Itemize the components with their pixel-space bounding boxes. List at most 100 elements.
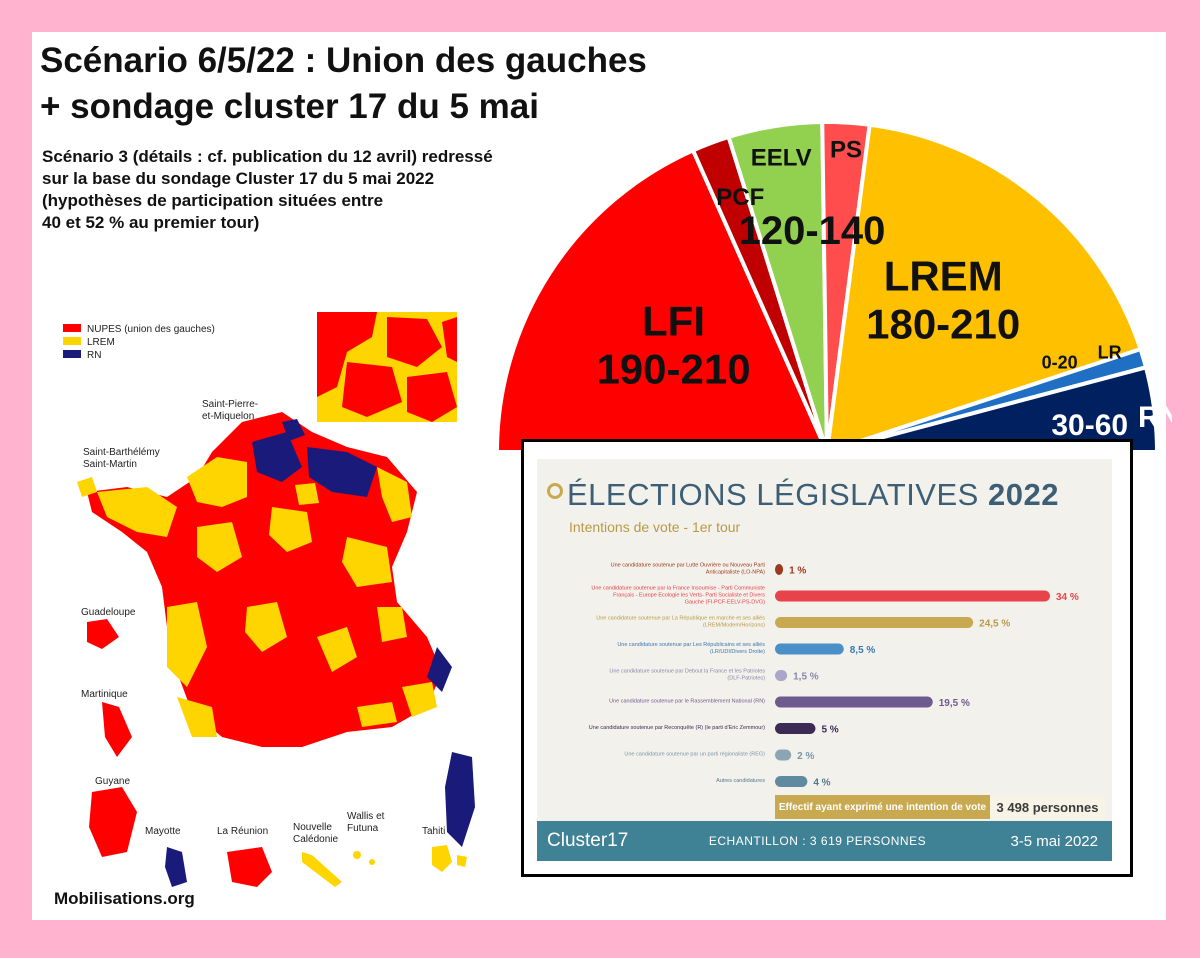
label-wallis-1: Wallis et — [347, 811, 385, 822]
poll-bar-value: 24,5 % — [979, 619, 1010, 630]
poll-bar-value: 4 % — [813, 778, 830, 789]
martinique-shape — [102, 702, 132, 757]
title-line-1: Scénario 6/5/22 : Union des gauches — [40, 41, 647, 80]
title-line-2: + sondage cluster 17 du 5 mai — [40, 87, 539, 126]
seat-range-lr: 0-20 — [1042, 353, 1078, 373]
poll-graphic: ÉLECTIONS LÉGISLATIVES 2022 Intentions d… — [537, 459, 1112, 861]
poll-category-label: (LREM/Modem/Horizons) — [703, 623, 765, 629]
effectif-value: 3 498 personnes — [990, 795, 1105, 819]
label-martinique: Martinique — [81, 689, 128, 700]
poll-bar — [775, 749, 792, 761]
poll-panel: ÉLECTIONS LÉGISLATIVES 2022 Intentions d… — [521, 439, 1133, 877]
hemicycle-slice-rn — [826, 364, 1160, 454]
poll-bar-value: 2 % — [797, 751, 814, 762]
saint-pierre-shape — [235, 425, 253, 452]
poll-subtitle: Intentions de vote - 1er tour — [569, 519, 741, 535]
poll-bar-value: 1,5 % — [793, 672, 819, 683]
effectif-label: Effectif ayant exprimé une intention de … — [778, 801, 987, 813]
poll-bar-value: 8,5 % — [850, 645, 876, 656]
label-mayotte: Mayotte — [145, 826, 181, 837]
subtitle-line: 40 et 52 % au premier tour) — [42, 213, 260, 232]
party-name-pcf: PCF — [716, 184, 764, 211]
poll-bar — [775, 776, 808, 787]
tahiti-shape — [432, 845, 452, 872]
paris-inset — [317, 312, 457, 422]
poll-bar — [775, 723, 816, 734]
seat-range-left-group: 120-140 — [739, 209, 886, 253]
legend-label-rn: RN — [87, 350, 101, 361]
party-name-lrem: LREM — [884, 253, 1003, 300]
poll-category-label: Une candidature soutenue par Les Républi… — [617, 642, 765, 648]
sample-size: ECHANTILLON : 3 619 PERSONNES — [708, 834, 927, 848]
label-guadeloupe: Guadeloupe — [81, 607, 136, 618]
party-name-ps: PS — [830, 136, 862, 163]
mayotte-shape — [165, 847, 187, 887]
footer-credit: Mobilisations.org — [54, 889, 195, 908]
label-saint-barth-2: Saint-Martin — [83, 459, 137, 470]
poll-category-label: Français - Europe Ecologie les Verts- Pa… — [613, 593, 765, 599]
legend-swatch-rn — [63, 350, 81, 358]
guadeloupe-shape — [87, 619, 119, 649]
subtitle-line: (hypothèses de participation situées ent… — [42, 191, 384, 210]
hemicycle-slice-lfi — [494, 147, 831, 454]
party-name-lfi: LFI — [642, 298, 705, 345]
poll-bar — [775, 590, 1050, 602]
poll-bar — [775, 696, 933, 708]
label-guyane: Guyane — [95, 776, 130, 787]
legend-label-lrem: LREM — [87, 337, 115, 348]
seat-range-rn: 30-60 — [1051, 409, 1128, 442]
label-wallis-2: Futuna — [347, 823, 379, 834]
seat-range-lfi: 190-210 — [596, 346, 750, 393]
poll-bar — [775, 643, 844, 655]
subtitle-line: Scénario 3 (détails : cf. publication du… — [42, 147, 493, 166]
overseas-territories: Saint-Pierre- et-Miquelon Saint-Barthélé… — [77, 399, 467, 887]
label-nouvelle-caledonie-2: Calédonie — [293, 834, 338, 845]
poll-category-label: Une candidature soutenue par un parti ré… — [624, 752, 765, 758]
poll-bar-value: 1 % — [789, 566, 806, 577]
poll-footer: Cluster17 ECHANTILLON : 3 619 PERSONNES … — [537, 821, 1112, 861]
poll-title-year: 2022 — [987, 477, 1059, 512]
guyane-shape — [89, 787, 137, 857]
poll-category-label: (LR/UDI/Divers Droite) — [710, 649, 765, 655]
poll-category-label: Une candidature soutenue par La Républiq… — [596, 616, 765, 622]
label-nouvelle-caledonie-1: Nouvelle — [293, 822, 332, 833]
label-saint-pierre-1: Saint-Pierre- — [202, 399, 258, 410]
legend-swatch-nupes — [63, 324, 81, 332]
mainland-france — [87, 412, 475, 847]
poll-category-label: Autres candidatures — [716, 778, 765, 784]
subtitle-line: sur la base du sondage Cluster 17 du 5 m… — [42, 169, 435, 188]
france-map: NUPES (union des gauches) LREM RN — [63, 312, 475, 887]
poll-bar-value: 5 % — [821, 725, 838, 736]
legend-label-nupes: NUPES (union des gauches) — [87, 324, 215, 335]
infographic: Scénario 6/5/22 : Union des gauches + so… — [32, 32, 1172, 920]
poll-bar — [775, 617, 974, 628]
reunion-shape — [227, 847, 272, 887]
poll-category-label: (DLF-Patriotes) — [727, 676, 765, 682]
label-tahiti: Tahiti — [422, 826, 445, 837]
poll-title-text: ÉLECTIONS LÉGISLATIVES — [567, 477, 979, 512]
poll-category-label: Une candidature soutenue par Lutte Ouvri… — [611, 563, 765, 569]
poll-title: ÉLECTIONS LÉGISLATIVES 2022 — [567, 477, 1059, 513]
location-pin-icon — [547, 483, 563, 499]
party-name-rn: RN — [1138, 401, 1172, 434]
poll-date: 3-5 mai 2022 — [1010, 832, 1098, 850]
poll-bar-value: 19,5 % — [939, 698, 970, 709]
poll-bar-chart: 1 % Une candidature soutenue par Lutte Ou… — [589, 563, 1079, 789]
poll-category-label: Gauche (FI-PCF-EELV-PS-DVG) — [685, 600, 765, 606]
wallis-shape — [353, 851, 361, 859]
effectif-box: Effectif ayant exprimé une intention de … — [775, 795, 1105, 819]
legend-swatch-lrem — [63, 337, 81, 345]
poll-category-label: Une candidature soutenue par Debout la F… — [609, 669, 765, 675]
poll-category-label: Une candidature soutenue par Reconquête … — [589, 725, 765, 731]
poll-category-label: Anticapitaliste (LO-NPA) — [706, 570, 765, 576]
poll-bar — [775, 564, 784, 575]
label-saint-pierre-2: et-Miquelon — [202, 411, 254, 422]
party-name-lr: LR — [1098, 343, 1122, 363]
seat-range-lrem: 180-210 — [866, 301, 1020, 348]
hemicycle-slice-lrem — [824, 122, 1144, 455]
poll-bar — [775, 670, 788, 681]
label-saint-barth-1: Saint-Barthélémy — [83, 447, 160, 458]
label-reunion: La Réunion — [217, 826, 268, 837]
saint-barth-shape — [77, 477, 97, 497]
